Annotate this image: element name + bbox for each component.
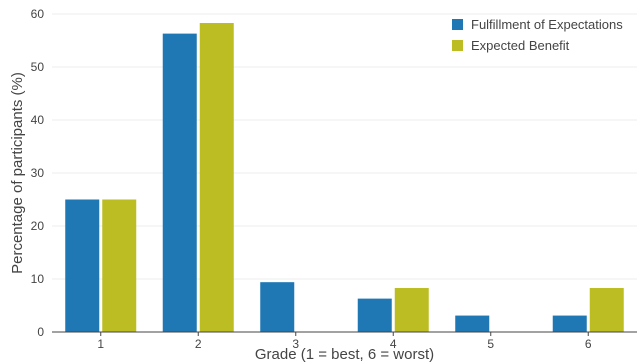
x-tick-label: 2 <box>195 337 202 351</box>
bar-series-1 <box>357 298 392 332</box>
x-tick-label: 6 <box>585 337 592 351</box>
grid <box>52 13 637 280</box>
bar-series-1 <box>162 33 197 333</box>
bar-series-1 <box>260 282 295 332</box>
x-tick-label: 1 <box>97 337 104 351</box>
legend-swatch <box>452 40 463 51</box>
y-tick-label: 50 <box>31 60 45 74</box>
y-tick-label: 10 <box>31 272 45 286</box>
bar-series-1 <box>455 315 490 332</box>
bar-series-2 <box>102 199 137 332</box>
x-tick-label: 4 <box>390 337 397 351</box>
bar-series-2 <box>589 288 624 332</box>
y-tick-label: 20 <box>31 219 45 233</box>
y-tick-label: 0 <box>37 325 44 339</box>
legend-label: Expected Benefit <box>471 38 570 53</box>
legend-swatch <box>452 19 463 30</box>
y-tick-label: 30 <box>31 166 45 180</box>
bar-series-2 <box>394 288 429 332</box>
bar-series-1 <box>65 199 100 332</box>
y-tick-label: 40 <box>31 113 45 127</box>
y-tick-label: 60 <box>31 7 45 21</box>
x-tick-label: 3 <box>292 337 299 351</box>
legend: Fulfillment of Expectations Expected Bene… <box>452 17 623 53</box>
legend-label: Fulfillment of Expectations <box>471 17 623 32</box>
x-tick-labels: 1 2 3 4 5 6 <box>97 332 592 351</box>
y-tick-labels: 0 10 20 30 40 50 60 <box>31 7 45 339</box>
bars <box>65 23 624 333</box>
bar-series-1 <box>552 315 587 332</box>
bar-series-2 <box>199 23 234 332</box>
x-tick-label: 5 <box>487 337 494 351</box>
x-axis-title: Grade (1 = best, 6 = worst) <box>255 346 434 363</box>
y-axis-title: Percentage of participants (%) <box>9 72 26 274</box>
